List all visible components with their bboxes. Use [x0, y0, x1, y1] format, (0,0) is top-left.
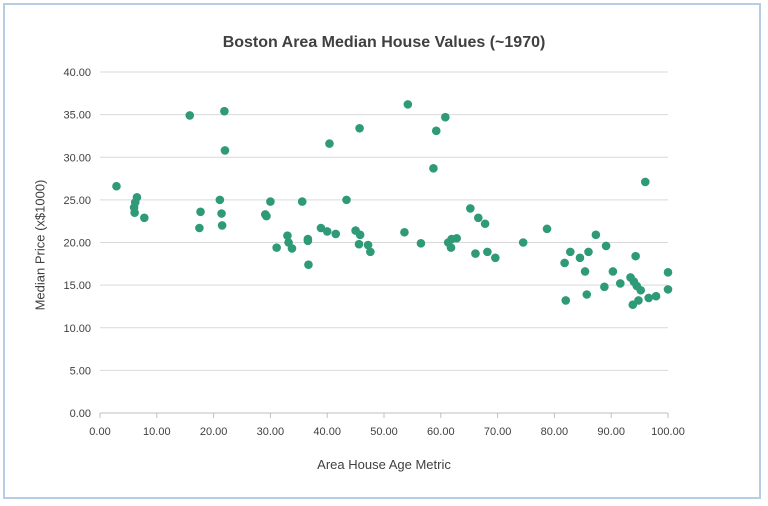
- x-tick-label: 0.00: [89, 426, 110, 438]
- data-point: [560, 258, 569, 268]
- data-point: [542, 224, 552, 234]
- data-point: [615, 279, 625, 288]
- x-tick-label: 40.00: [313, 426, 341, 438]
- data-point: [112, 181, 121, 191]
- data-point: [582, 290, 592, 299]
- data-point: [473, 213, 483, 223]
- data-point: [452, 233, 462, 243]
- data-point: [601, 241, 611, 251]
- data-point: [355, 123, 364, 133]
- data-point: [363, 240, 373, 250]
- x-axis-title: Area House Age Metric: [317, 457, 451, 472]
- data-point: [132, 193, 142, 202]
- gridlines: [100, 71, 668, 371]
- data-point: [331, 229, 341, 239]
- y-tick-label: 25.00: [63, 195, 91, 207]
- data-point: [400, 227, 409, 237]
- data-point: [185, 111, 195, 120]
- x-tick-label: 90.00: [597, 426, 625, 438]
- data-point: [429, 164, 438, 173]
- data-point: [215, 195, 225, 205]
- data-point: [355, 230, 365, 240]
- data-point: [416, 239, 426, 248]
- data-point: [636, 285, 646, 295]
- x-tick-label: 50.00: [370, 426, 398, 438]
- data-point: [325, 139, 334, 148]
- data-point: [640, 177, 650, 187]
- y-tick-label: 20.00: [63, 238, 91, 250]
- x-tick-label: 20.00: [200, 426, 228, 438]
- x-tick-label: 80.00: [541, 426, 569, 438]
- x-tick-label: 60.00: [427, 426, 455, 438]
- data-point: [220, 106, 229, 116]
- y-tick-label: 0.00: [70, 408, 91, 420]
- data-point: [130, 208, 139, 217]
- data-point: [480, 219, 490, 229]
- data-point: [518, 238, 528, 247]
- x-tick-label: 30.00: [257, 426, 285, 438]
- data-point: [220, 146, 230, 155]
- axes: [99, 412, 669, 418]
- chart-frame: [3, 3, 761, 499]
- x-tick-label: 100.00: [651, 426, 685, 438]
- data-point: [287, 244, 297, 253]
- y-tick-label: 10.00: [63, 323, 91, 335]
- data-point: [644, 293, 653, 303]
- data-point: [663, 268, 673, 277]
- y-tick-label: 30.00: [63, 152, 91, 164]
- data-point: [303, 236, 313, 246]
- data-point: [631, 251, 640, 261]
- data-points: [112, 100, 673, 310]
- data-point: [446, 243, 456, 252]
- x-tick-label: 70.00: [484, 426, 512, 438]
- data-point: [196, 207, 205, 217]
- data-point: [217, 221, 227, 230]
- data-point: [217, 209, 226, 218]
- y-tick-label: 40.00: [63, 67, 91, 79]
- x-tick-labels: 0.00 10.00 20.00 30.00 40.00 50.00 60.00 70.00 8…: [89, 426, 685, 438]
- data-point: [283, 231, 292, 240]
- data-point: [262, 211, 271, 221]
- y-tick-label: 15.00: [63, 280, 91, 292]
- data-point: [634, 296, 643, 305]
- y-tick-labels: 0.00 5.00 10.00 15.00 20.00 25.00 30.00 35.00 40…: [63, 67, 91, 420]
- data-point: [575, 253, 585, 263]
- data-point: [297, 197, 307, 206]
- data-point: [403, 100, 413, 109]
- data-point: [491, 253, 500, 263]
- data-point: [580, 267, 590, 276]
- data-point: [441, 112, 450, 122]
- data-point: [431, 126, 441, 136]
- data-point: [651, 291, 661, 301]
- data-point: [366, 247, 375, 257]
- chart-title: Boston Area Median House Values (~1970): [222, 34, 546, 51]
- data-point: [608, 267, 618, 276]
- y-tick-label: 35.00: [63, 110, 91, 122]
- data-point: [272, 243, 281, 252]
- data-point: [266, 197, 275, 206]
- data-point: [342, 195, 351, 205]
- data-point: [304, 260, 313, 269]
- data-point: [471, 249, 480, 258]
- data-point: [322, 227, 332, 236]
- data-point: [466, 204, 475, 213]
- data-point: [561, 296, 571, 305]
- data-point: [195, 223, 204, 233]
- data-point: [584, 247, 593, 257]
- data-point: [354, 239, 364, 249]
- data-point: [663, 285, 673, 294]
- data-point: [591, 230, 601, 240]
- data-point: [566, 247, 575, 257]
- data-point: [140, 213, 149, 223]
- x-tick-label: 10.00: [143, 426, 171, 438]
- data-point: [600, 282, 609, 292]
- y-tick-label: 5.00: [70, 365, 91, 377]
- data-point: [483, 247, 492, 257]
